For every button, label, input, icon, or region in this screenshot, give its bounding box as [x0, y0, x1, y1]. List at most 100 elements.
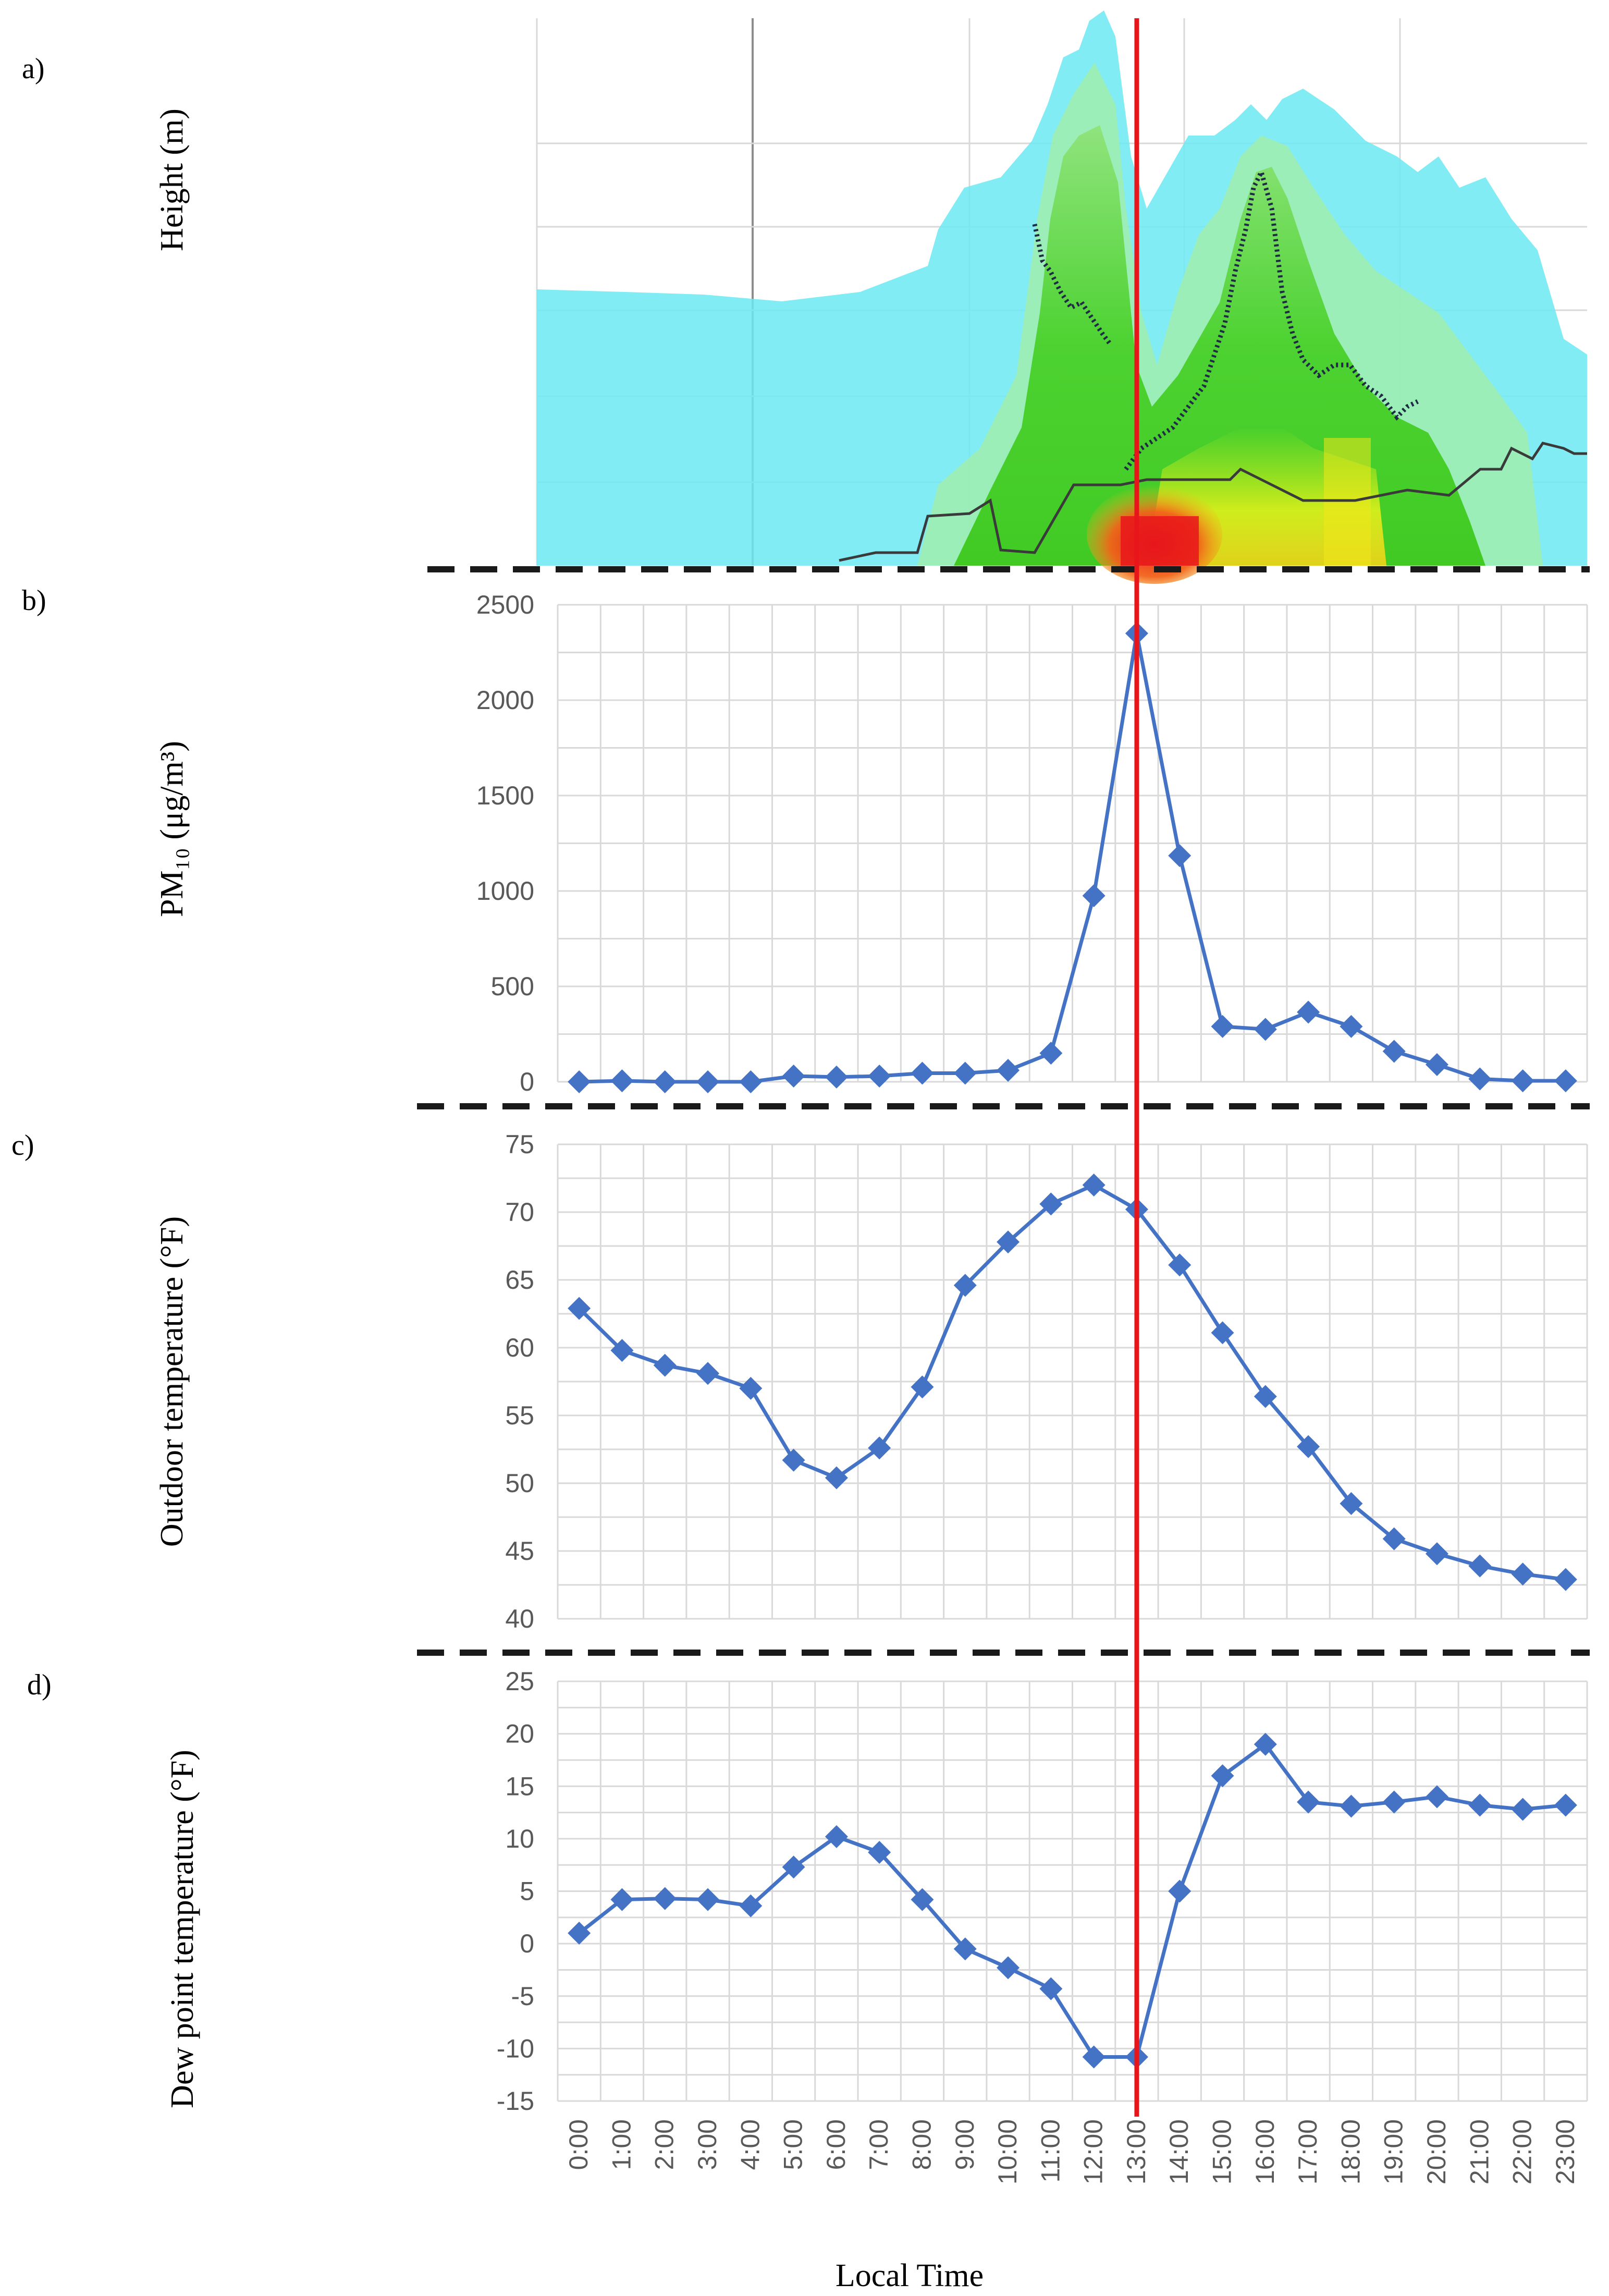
heatmap-red-core: [1121, 516, 1199, 566]
data-point: [1382, 1790, 1406, 1814]
x-tick-label: 12:00: [1079, 2119, 1108, 2184]
y-tick-label: -5: [511, 1982, 534, 2011]
x-tick-label: 15:00: [1208, 2119, 1237, 2184]
data-point: [997, 1956, 1020, 1980]
panel-b-ylabel: PM₁₀ (μg/m³): [154, 741, 190, 917]
y-tick-label: 0: [520, 1067, 534, 1096]
data-point: [1297, 1000, 1320, 1024]
x-tick-label: 7:00: [864, 2119, 893, 2170]
data-point: [1039, 1977, 1063, 2000]
data-point: [1554, 1568, 1577, 1591]
y-tick-label: 75: [505, 1130, 534, 1159]
x-tick-label: 17:00: [1293, 2119, 1322, 2184]
data-point: [1254, 1018, 1277, 1041]
x-tick-label: 16:00: [1250, 2119, 1280, 2184]
mixing-height-trace-2: [1124, 165, 1419, 471]
data-point: [868, 1065, 891, 1088]
data-point: [1511, 1562, 1534, 1586]
data-point: [825, 1825, 848, 1848]
panel-b-label: b): [22, 584, 46, 617]
x-tick-label: 21:00: [1465, 2119, 1494, 2184]
data-point: [1254, 1385, 1277, 1408]
x-tick-label: 22:00: [1508, 2119, 1537, 2184]
data-point: [953, 1937, 977, 1961]
x-tick-label: 19:00: [1379, 2119, 1408, 2184]
y-tick-label: 45: [505, 1536, 534, 1566]
y-tick-label: 0: [520, 1929, 534, 1958]
data-point: [1211, 1015, 1234, 1038]
data-point: [1168, 844, 1192, 868]
data-point: [1340, 1794, 1363, 1818]
data-point: [739, 1894, 763, 1918]
data-point: [1168, 1253, 1192, 1277]
data-point: [1297, 1790, 1320, 1814]
data-point: [653, 1887, 677, 1910]
aerosol-layer-trace: [839, 442, 1587, 562]
data-point: [911, 1888, 934, 1911]
x-tick-label: 23:00: [1551, 2119, 1580, 2184]
data-point: [1340, 1492, 1363, 1515]
data-point: [868, 1436, 891, 1460]
data-point: [696, 1070, 720, 1093]
y-tick-label: 65: [505, 1265, 534, 1294]
panel-c: c) Outdoor temperature (°F) 40 45 50 55 60 65…: [11, 1129, 1588, 1633]
x-tick-label: 20:00: [1422, 2119, 1451, 2184]
y-tick-label: -15: [497, 2086, 534, 2116]
x-tick-label: 13:00: [1122, 2119, 1151, 2184]
x-tick-label: 5:00: [779, 2119, 808, 2170]
panel-b: b) PM₁₀ (μg/m³) 0 500 1000 1500 2000 2500: [22, 584, 1588, 1096]
x-tick-label: 9:00: [950, 2119, 979, 2170]
heatmap: [536, 10, 1587, 584]
data-point: [1468, 1793, 1492, 1817]
data-point: [610, 1888, 634, 1911]
data-point: [1468, 1554, 1492, 1578]
panel-a: a) Height (m): [22, 10, 1587, 584]
panel-d-label: d): [27, 1669, 52, 1701]
y-tick-label: 20: [505, 1719, 534, 1749]
data-point: [953, 1061, 977, 1085]
data-point: [568, 1070, 591, 1093]
data-point: [1082, 884, 1106, 908]
data-point: [568, 1922, 591, 1945]
data-point: [1511, 1798, 1534, 1821]
data-point: [825, 1065, 848, 1089]
data-point: [653, 1070, 677, 1093]
x-tick-label: 6:00: [821, 2119, 851, 2170]
data-point: [568, 1297, 591, 1320]
x-tick-label: 4:00: [735, 2119, 765, 2170]
x-tick-label: 8:00: [907, 2119, 936, 2170]
data-point: [997, 1059, 1020, 1082]
data-point: [911, 1375, 934, 1399]
data-point: [911, 1061, 934, 1085]
y-tick-label: 1000: [476, 876, 534, 906]
data-point: [825, 1466, 848, 1489]
y-tick-label: 5: [520, 1877, 534, 1906]
data-point: [1082, 1174, 1106, 1196]
data-point: [953, 1274, 977, 1297]
data-point: [1382, 1527, 1406, 1550]
x-axis-tick-labels: 0:00 1:00 2:00 3:00 4:00 5:00 6:00 7:00 8:00 9:00…: [564, 2119, 1580, 2184]
data-point: [1425, 1785, 1448, 1809]
data-point: [1211, 1321, 1234, 1345]
data-point: [1425, 1542, 1448, 1566]
x-tick-label: 18:00: [1336, 2119, 1365, 2184]
data-point: [782, 1855, 805, 1879]
x-tick-label: 2:00: [650, 2119, 679, 2170]
data-point: [610, 1339, 634, 1362]
x-tick-label: 1:00: [607, 2119, 636, 2170]
data-point: [1297, 1435, 1320, 1458]
y-tick-label: 55: [505, 1401, 534, 1430]
y-tick-label: 25: [505, 1667, 534, 1696]
data-point: [782, 1448, 805, 1472]
data-point: [610, 1069, 634, 1093]
data-point: [1468, 1067, 1492, 1091]
panel-c-label: c): [11, 1129, 34, 1162]
panel-d-ylabel: Dew point temperature (°F): [165, 1750, 200, 2108]
x-axis-title: Local Time: [836, 2258, 984, 2293]
y-tick-label: 70: [505, 1198, 534, 1227]
data-point: [782, 1065, 805, 1088]
panel-a-ylabel: Height (m): [154, 108, 190, 251]
y-tick-label: 2500: [476, 590, 534, 619]
data-point: [997, 1230, 1020, 1254]
